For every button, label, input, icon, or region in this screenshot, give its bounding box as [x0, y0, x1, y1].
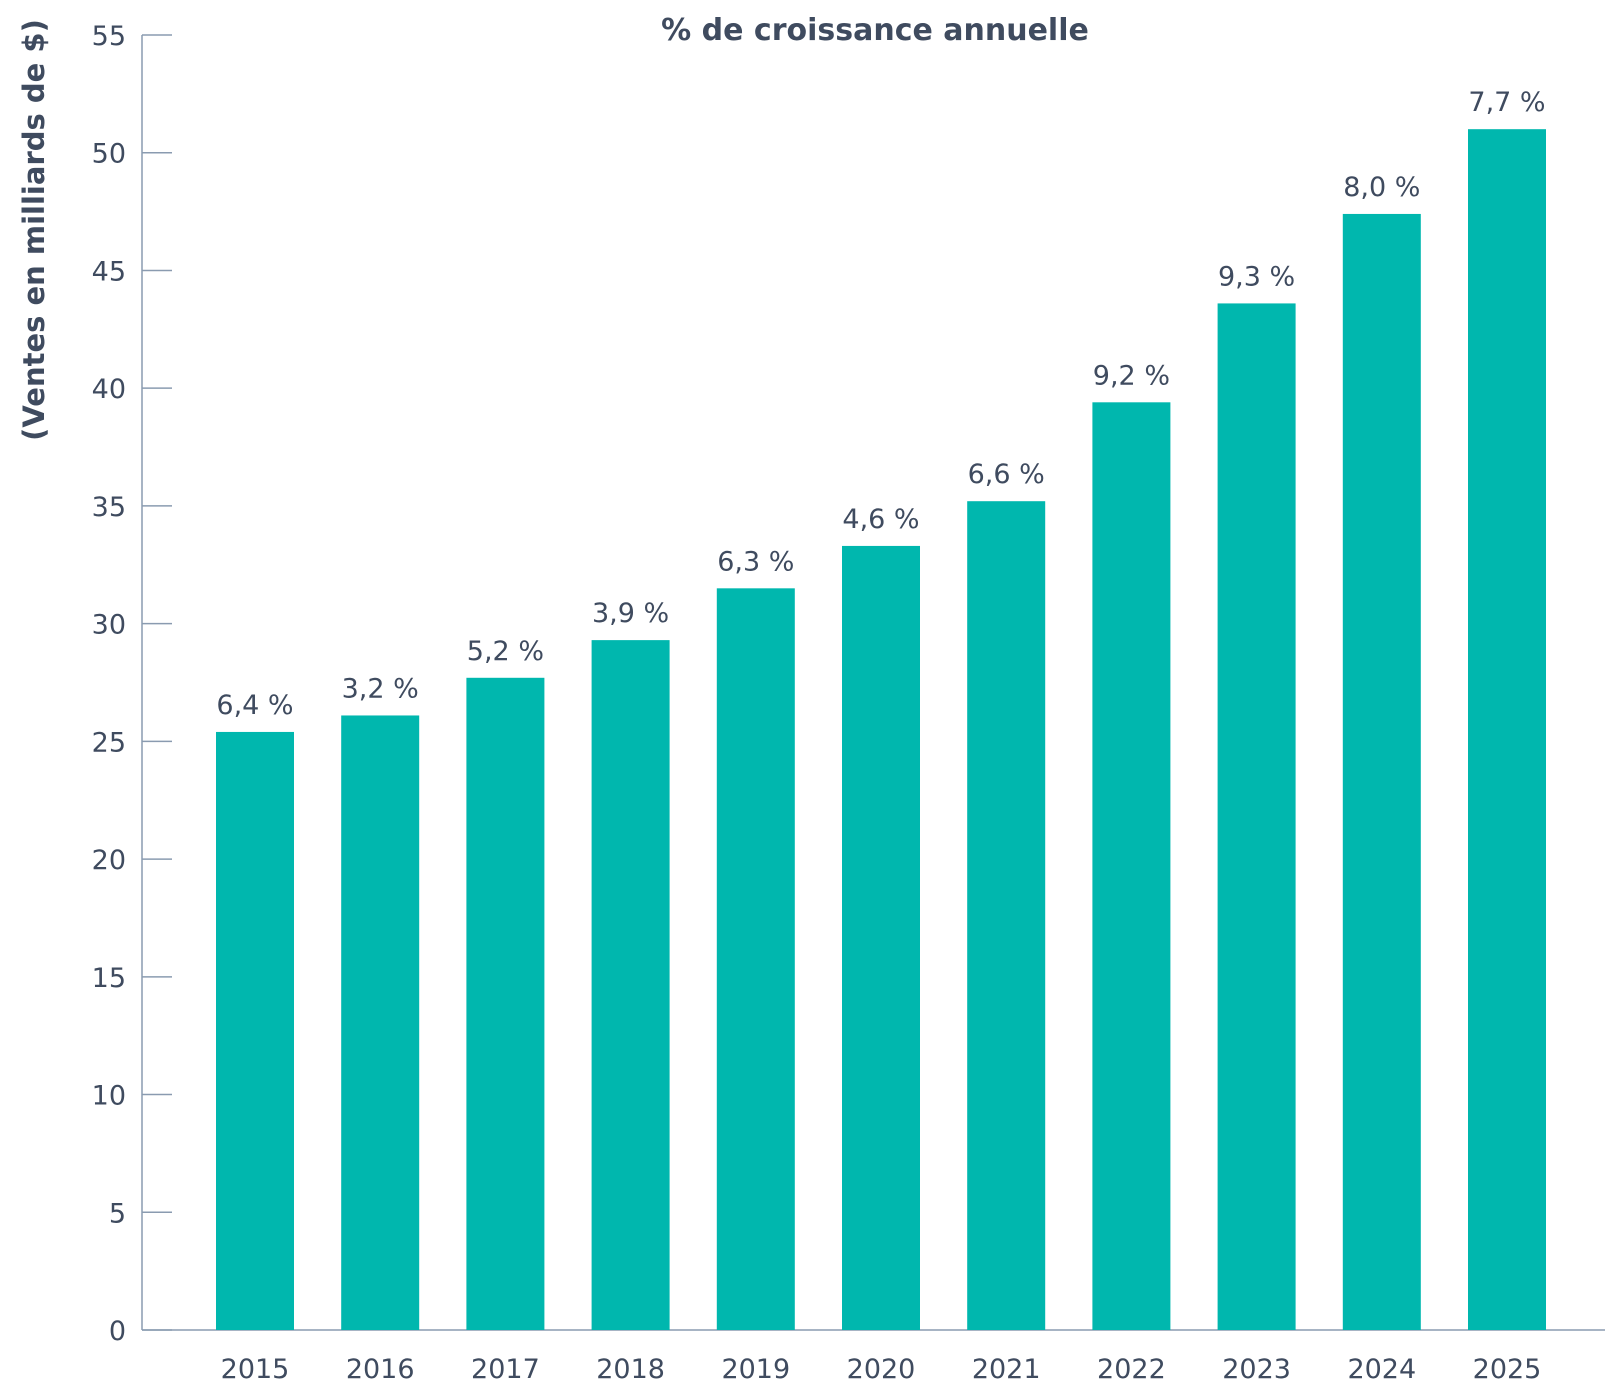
y-tick-label: 50: [92, 139, 126, 170]
data-label: 6,4 %: [216, 690, 293, 721]
x-tick-label: 2023: [1222, 1354, 1291, 1381]
bar: [1468, 129, 1546, 1330]
y-tick-label: 45: [92, 256, 126, 287]
bars: [216, 129, 1546, 1331]
x-tick-label: 2017: [471, 1354, 540, 1381]
x-tick-label: 2024: [1347, 1354, 1416, 1381]
y-tick-label: 15: [92, 963, 126, 994]
bar: [1092, 402, 1171, 1330]
y-tick-label: 0: [109, 1316, 126, 1347]
bar: [466, 677, 545, 1330]
x-tick-label: 2022: [1097, 1354, 1166, 1381]
data-label: 5,2 %: [467, 636, 544, 667]
bar: [341, 715, 420, 1330]
y-tick-label: 20: [92, 845, 126, 876]
data-label: 7,7 %: [1468, 87, 1545, 118]
data-label: 6,6 %: [968, 459, 1045, 490]
data-label: 9,3 %: [1218, 261, 1295, 292]
y-axis-label: (Ventes en milliards de $): [17, 19, 51, 441]
data-label: 3,2 %: [342, 673, 419, 704]
bar: [842, 545, 920, 1330]
bar: [591, 640, 670, 1330]
y-tick-label: 40: [92, 374, 126, 405]
x-tick-label: 2016: [346, 1354, 415, 1381]
data-label: 3,9 %: [592, 598, 669, 629]
bar: [967, 501, 1046, 1330]
x-tick-label: 2019: [721, 1354, 790, 1381]
bar: [216, 731, 294, 1330]
bar: [716, 588, 795, 1330]
y-axis: 0 5 10 15 20 25 30 35 40 45 50 55: [92, 21, 172, 1347]
x-axis: 2015 2016 2017 2018 2019 2020 2021 2022 2023 2024…: [142, 1329, 1605, 1381]
x-tick-label: 2021: [972, 1354, 1041, 1381]
data-label: 4,6 %: [842, 504, 919, 535]
y-tick-label: 25: [92, 727, 126, 758]
y-tick-label: 5: [109, 1198, 126, 1229]
bar: [1217, 303, 1296, 1330]
data-label: 8,0 %: [1343, 172, 1420, 203]
x-tick-label: 2018: [596, 1354, 665, 1381]
x-tick-label: 2020: [847, 1354, 916, 1381]
y-tick-label: 10: [92, 1081, 126, 1112]
data-labels: 6,4 % 3,2 % 5,2 % 3,9 % 6,3 % 4,6 % 6,6 % 9,2 %…: [216, 87, 1545, 721]
y-tick-label: 30: [92, 610, 126, 641]
y-tick-label: 55: [92, 21, 126, 52]
x-tick-label: 2025: [1473, 1354, 1542, 1381]
bar: [1342, 213, 1421, 1331]
data-label: 6,3 %: [717, 546, 794, 577]
y-tick-label: 35: [92, 492, 126, 523]
chart-title: % de croissance annuelle: [661, 13, 1089, 48]
x-tick-label: 2015: [221, 1354, 290, 1381]
data-label: 9,2 %: [1093, 360, 1170, 391]
